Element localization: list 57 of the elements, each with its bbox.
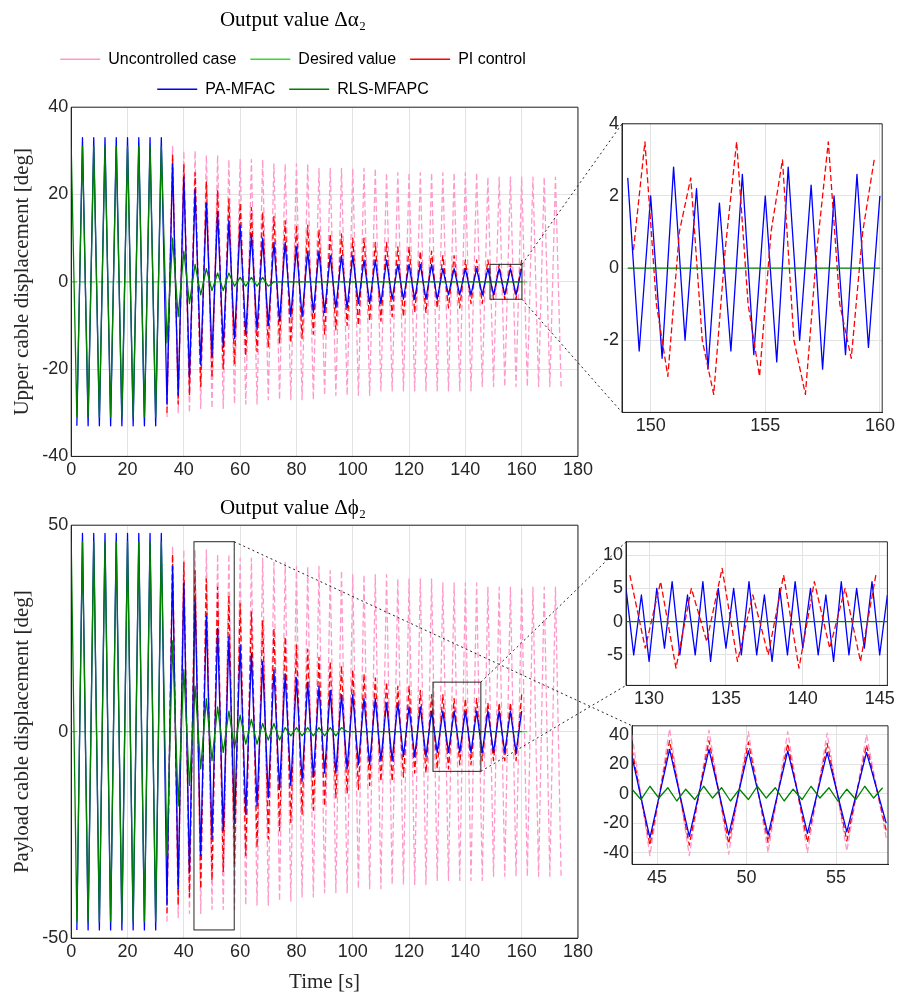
legend-label: Desired value (298, 49, 397, 67)
legend-label: PA-MFAC (205, 79, 276, 97)
x-tick-label: 140 (450, 940, 481, 961)
x-tick-label: 60 (230, 940, 251, 961)
x-tick-label: 40 (173, 940, 194, 961)
x-tick-label: 60 (230, 459, 251, 480)
y-axis-title: Payload cable displacement [deg] (9, 590, 34, 874)
y-tick-label: 50 (48, 514, 69, 535)
y-tick-label: -40 (603, 841, 630, 862)
x-tick-label: 40 (173, 459, 194, 480)
chart-title: Output value Δα₂ (219, 7, 367, 32)
y-tick-label: 20 (608, 753, 630, 774)
legend-label: Uncontrolled case (108, 49, 237, 67)
x-tick-label: 120 (394, 940, 425, 961)
x-tick-label: 120 (394, 459, 425, 480)
y-tick-label: 5 (613, 577, 624, 598)
x-tick-label: 150 (635, 415, 666, 436)
y-tick-label: 0 (619, 782, 630, 803)
legend-label: RLS-MFAPC (337, 79, 429, 97)
y-tick-label: 20 (48, 183, 69, 204)
x-tick-label: 140 (450, 459, 481, 480)
x-tick-label: 100 (337, 459, 368, 480)
chart-title: Output value Δϕ₂ (219, 495, 367, 520)
y-tick-label: 0 (58, 270, 69, 291)
y-tick-label: 0 (58, 720, 69, 741)
x-tick-label: 100 (337, 940, 368, 961)
legend-label: PI control (458, 49, 526, 67)
x-tick-label: 160 (864, 415, 895, 436)
x-tick-label: 155 (750, 415, 781, 436)
x-tick-label: 140 (787, 688, 818, 709)
x-tick-label: 180 (562, 459, 594, 480)
x-tick-label: 20 (117, 459, 138, 480)
x-tick-label: 80 (286, 459, 307, 480)
x-tick-label: 130 (634, 688, 665, 709)
y-tick-label: 0 (613, 610, 624, 631)
y-tick-label: 10 (602, 544, 624, 565)
x-tick-label: 55 (826, 867, 847, 888)
y-tick-label: 2 (608, 184, 619, 205)
x-tick-label: 135 (710, 688, 741, 709)
x-tick-label: 80 (286, 940, 307, 961)
y-tick-label: 4 (608, 112, 619, 133)
x-tick-label: 50 (736, 867, 757, 888)
x-axis-title: Time [s] (289, 968, 361, 993)
y-tick-label: 40 (48, 96, 69, 117)
y-tick-label: -2 (602, 329, 619, 350)
y-tick-label: 40 (608, 723, 630, 744)
x-tick-label: 160 (506, 940, 537, 961)
y-tick-label: 0 (608, 257, 619, 278)
x-tick-label: 45 (647, 867, 668, 888)
x-tick-label: 20 (117, 940, 138, 961)
y-tick-label: -20 (42, 358, 69, 379)
x-tick-label: 160 (506, 459, 537, 480)
y-tick-label: -20 (603, 812, 630, 833)
x-tick-label: 145 (864, 688, 895, 709)
y-axis-title: Upper cable displacement [deg] (9, 147, 34, 416)
y-tick-label: -5 (607, 643, 624, 664)
x-tick-label: 180 (562, 940, 594, 961)
